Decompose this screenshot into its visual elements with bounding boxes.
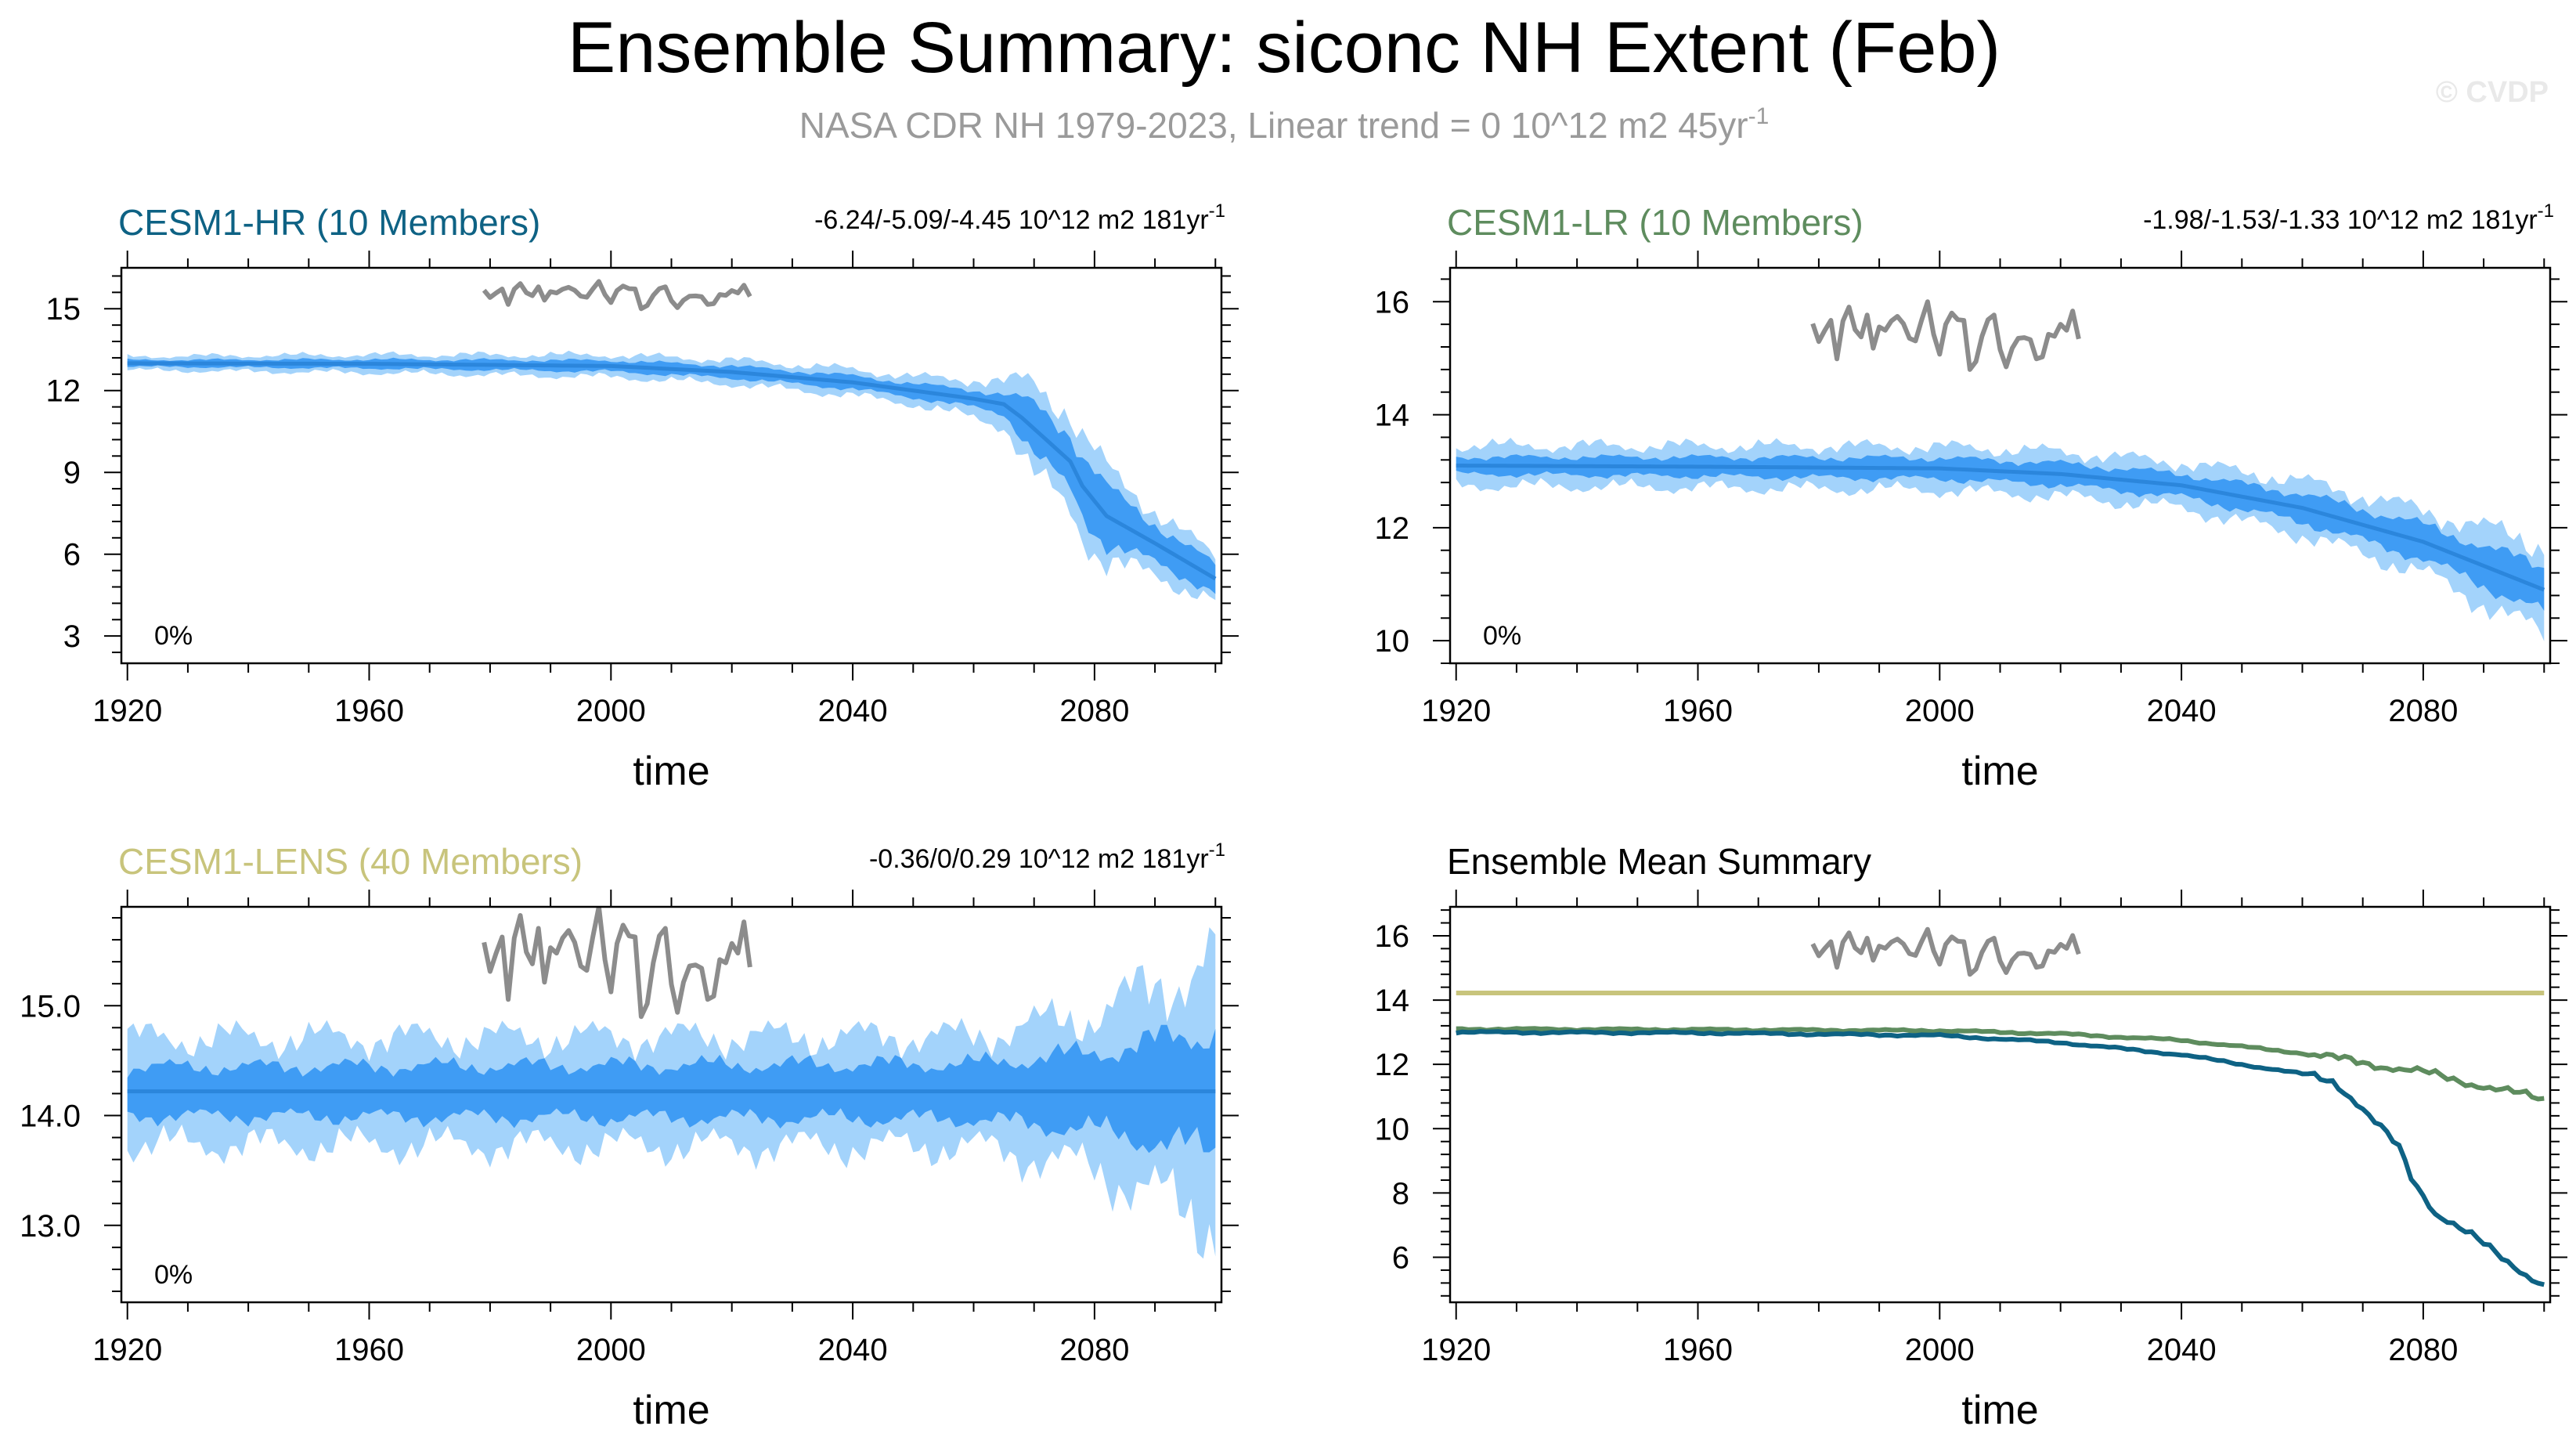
y-tick-label: 15.0 <box>20 989 81 1024</box>
ensemble-mean-line <box>1456 464 2545 592</box>
percent-label: 0% <box>154 1260 193 1290</box>
plot-area <box>1456 299 2545 641</box>
figure-title: Ensemble Summary: siconc NH Extent (Feb) <box>568 8 2001 88</box>
obs-series-line <box>1810 299 2081 372</box>
y-tick-label: 9 <box>63 456 81 490</box>
x-tick-label: 1960 <box>1663 1333 1733 1367</box>
x-tick-label: 2000 <box>576 1333 646 1367</box>
trend-exponent: -1 <box>1209 839 1225 861</box>
percent-label: 0% <box>1483 621 1521 651</box>
y-tick-label: 3 <box>63 619 81 654</box>
x-tick-label: 1960 <box>334 694 404 728</box>
trend-text: -0.36/0/0.29 10^12 m2 181yr-1 <box>869 839 1225 874</box>
y-tick-label: 16 <box>1375 919 1410 954</box>
y-tick-label: 15 <box>46 292 81 327</box>
y-tick-label: 10 <box>1375 1112 1410 1146</box>
y-tick-label: 6 <box>63 538 81 572</box>
x-tick-label: 2080 <box>2388 1333 2458 1367</box>
x-tick-label: 1920 <box>1421 1333 1491 1367</box>
series-line-cesm1-hr <box>1456 1029 2545 1287</box>
x-tick-label: 2080 <box>1059 694 1129 728</box>
panel-cesm1-lr: CESM1-LR (10 Members) -1.98/-1.53/-1.33 1… <box>1375 200 2567 794</box>
x-tick-label: 1920 <box>92 1333 162 1367</box>
y-tick-label: 12 <box>1375 511 1410 546</box>
panel-cesm1-lens: CESM1-LENS (40 Members) -0.36/0/0.29 10^1… <box>20 839 1239 1433</box>
x-tick-label: 1960 <box>334 1333 404 1367</box>
x-tick-label: 2080 <box>2388 694 2458 728</box>
x-axis-label: time <box>633 1388 709 1433</box>
x-axis-label: time <box>1961 749 2038 794</box>
x-axis-label: time <box>633 749 709 794</box>
x-tick-label: 2040 <box>2147 1333 2217 1367</box>
figure-subtitle: NASA CDR NH 1979-2023, Linear trend = 0 … <box>799 103 1770 146</box>
panel-ensemble-mean-summary: Ensemble Mean Summary 1920 1960 2000 2040 208… <box>1375 841 2567 1433</box>
panel-cesm1-hr: CESM1-HR (10 Members) -6.24/-5.09/-4.45 1… <box>46 200 1239 794</box>
ensemble-range-band <box>1456 437 2545 641</box>
trend-exponent: -1 <box>2538 200 2554 222</box>
plot-area <box>127 279 1217 601</box>
trend-text: -6.24/-5.09/-4.45 10^12 m2 181yr-1 <box>814 200 1225 235</box>
watermark: © CVDP <box>2436 76 2549 109</box>
obs-series-line <box>482 279 752 312</box>
panel-title: CESM1-LENS (40 Members) <box>118 841 583 882</box>
x-tick-label: 1920 <box>92 694 162 728</box>
trend-value: -0.36/0/0.29 10^12 m2 181yr <box>869 844 1209 874</box>
series-line-cesm1-lr <box>1456 1026 2545 1102</box>
y-tick-label: 16 <box>1375 285 1410 320</box>
figure-subtitle-exponent: -1 <box>1748 103 1770 129</box>
y-tick-label: 12 <box>46 374 81 409</box>
y-tick-label: 6 <box>1392 1241 1409 1276</box>
x-tick-label: 2040 <box>818 1333 888 1367</box>
x-tick-label: 2000 <box>1905 1333 1975 1367</box>
y-tick-label: 10 <box>1375 624 1410 659</box>
obs-series-line <box>1810 926 2081 977</box>
ensemble-spread-band <box>1456 454 2545 612</box>
y-tick-label: 8 <box>1392 1176 1409 1211</box>
panel-title: Ensemble Mean Summary <box>1447 841 1871 882</box>
ensemble-range-band <box>127 350 1216 601</box>
trend-value: -6.24/-5.09/-4.45 10^12 m2 181yr <box>814 205 1209 235</box>
panel-title: CESM1-HR (10 Members) <box>118 202 540 243</box>
percent-label: 0% <box>154 621 193 651</box>
panel-title: CESM1-LR (10 Members) <box>1447 202 1863 243</box>
trend-exponent: -1 <box>1209 200 1225 222</box>
trend-text: -1.98/-1.53/-1.33 10^12 m2 181yr-1 <box>2143 200 2554 235</box>
x-axis-label: time <box>1961 1388 2038 1433</box>
y-tick-label: 14.0 <box>20 1099 81 1134</box>
x-tick-label: 2040 <box>818 694 888 728</box>
figure-subtitle-text: NASA CDR NH 1979-2023, Linear trend = 0 … <box>799 105 1748 146</box>
obs-series-line <box>482 907 752 1020</box>
y-tick-label: 14 <box>1375 399 1410 433</box>
y-tick-label: 14 <box>1375 984 1410 1018</box>
x-tick-label: 2000 <box>576 694 646 728</box>
plot-area <box>1456 926 2545 1287</box>
x-tick-label: 2040 <box>2147 694 2217 728</box>
y-tick-label: 12 <box>1375 1048 1410 1082</box>
ensemble-spread-band <box>127 1024 1216 1154</box>
plot-area <box>127 907 1216 1259</box>
trend-value: -1.98/-1.53/-1.33 10^12 m2 181yr <box>2143 205 2538 235</box>
y-tick-label: 13.0 <box>20 1209 81 1244</box>
x-tick-label: 1960 <box>1663 694 1733 728</box>
x-tick-label: 2000 <box>1905 694 1975 728</box>
ensemble-mean-line <box>127 361 1217 581</box>
x-tick-label: 1920 <box>1421 694 1491 728</box>
x-tick-label: 2080 <box>1059 1333 1129 1367</box>
plot-frame <box>1449 905 2552 1304</box>
